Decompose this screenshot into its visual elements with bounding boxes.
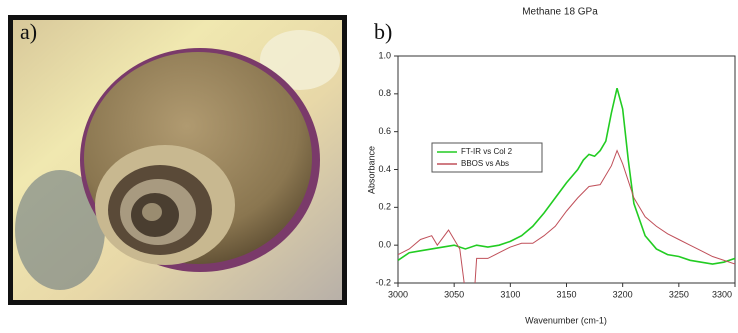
x-axis-label: Wavenumber (cm-1) bbox=[525, 315, 607, 325]
plot-area bbox=[398, 87, 735, 283]
legend-label: BBOS vs Abs bbox=[461, 159, 509, 168]
x-tick-label: 3000 bbox=[388, 289, 408, 299]
y-tick-label: 0.8 bbox=[378, 88, 391, 98]
y-tick-label: 0.0 bbox=[378, 240, 391, 250]
x-tick-label: 3100 bbox=[500, 289, 520, 299]
photo bbox=[8, 15, 347, 305]
y-tick-label: 1.0 bbox=[378, 50, 391, 60]
panel-label: a) bbox=[20, 19, 37, 44]
y-axis-label: Absorbance bbox=[366, 146, 376, 194]
y-tick-label: 0.2 bbox=[378, 202, 391, 212]
series-line bbox=[398, 149, 735, 283]
x-tick-label: 3300 bbox=[712, 289, 732, 299]
legend-box bbox=[431, 142, 543, 173]
legend-label: FT-IR vs Col 2 bbox=[461, 147, 513, 156]
y-tick-label: -0.2 bbox=[375, 277, 391, 287]
panel-label: b) bbox=[374, 19, 392, 44]
y-tick-label: 0.4 bbox=[378, 164, 391, 174]
chart-title: Methane 18 GPa bbox=[522, 7, 598, 18]
x-tick-label: 3150 bbox=[556, 289, 576, 299]
x-tick-label: 3250 bbox=[669, 289, 689, 299]
y-tick-label: 0.6 bbox=[378, 126, 391, 136]
x-tick-label: 3200 bbox=[613, 289, 633, 299]
x-tick-label: 3050 bbox=[444, 289, 464, 299]
series-line bbox=[398, 87, 735, 265]
